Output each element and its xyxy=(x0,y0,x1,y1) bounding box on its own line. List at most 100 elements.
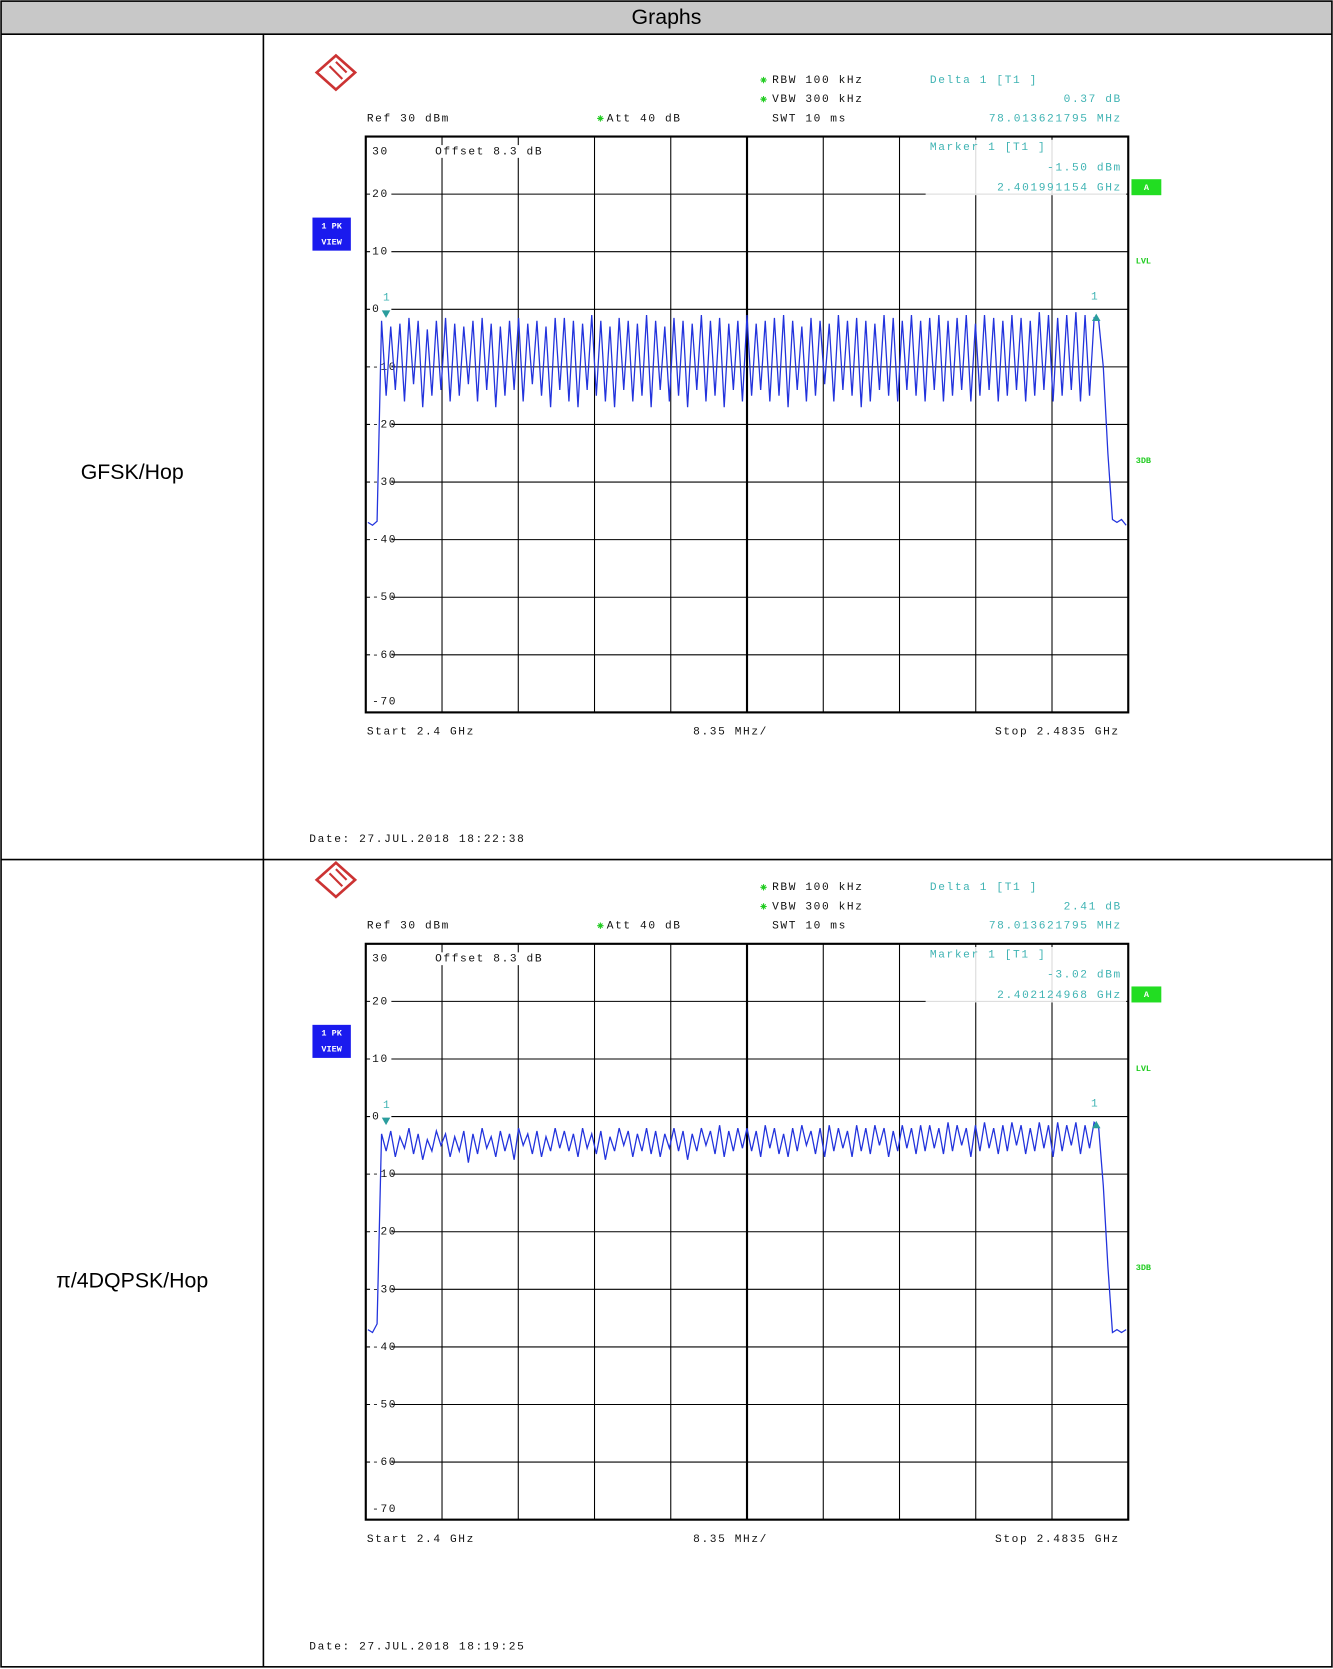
star xyxy=(760,96,767,103)
tick-label-bg xyxy=(370,1455,392,1469)
tick-label-bg xyxy=(370,475,392,489)
rbw: RBW 100 kHz xyxy=(772,882,863,894)
y-tick-label: -60 xyxy=(372,1457,397,1469)
span: 8.35 MHz/ xyxy=(693,727,768,739)
offset: Offset 8.3 dB xyxy=(435,146,543,158)
y-tick-label: -30 xyxy=(372,1284,397,1296)
rbw: RBW 100 kHz xyxy=(772,75,863,87)
y-tick-label: 20 xyxy=(372,996,389,1008)
logo-inner xyxy=(328,868,348,887)
tick-label-bg xyxy=(370,418,392,431)
star xyxy=(597,922,604,929)
offset: Offset 8.3 dB xyxy=(435,954,543,966)
tick-label-bg xyxy=(370,952,390,966)
tick-label-bg xyxy=(370,245,392,259)
flag: 3DB xyxy=(1136,1263,1151,1273)
start: Start 2.4 GHz xyxy=(367,727,475,739)
marker-number: 1 xyxy=(1091,1099,1099,1111)
y-tick-label: -10 xyxy=(372,1169,397,1181)
badge-line: VIEW xyxy=(321,1045,342,1055)
y-tick-label: 20 xyxy=(372,189,389,201)
tick-label-bg xyxy=(370,1340,392,1354)
y-tick-label: -20 xyxy=(372,1227,397,1239)
marker-number: 1 xyxy=(1091,291,1099,303)
att: Att 40 dB xyxy=(607,921,682,933)
flag: 3DB xyxy=(1136,456,1151,466)
logo-inner xyxy=(328,61,348,80)
marker-bg xyxy=(925,139,1127,196)
ref: Ref 30 dBm xyxy=(367,921,450,933)
header-bg xyxy=(1,1,1332,35)
analyzer-screenshot: RBW 100 kHz VBW 300 kHz Ref 30 dBm Att 40 d… xyxy=(309,860,1162,1654)
delta-freq: 78.013621795 MHz xyxy=(989,921,1122,933)
flag-bg xyxy=(1131,179,1162,196)
delta-title: Delta 1 [T1 ] xyxy=(930,75,1038,87)
y-tick-label: -50 xyxy=(372,592,397,604)
flag-bg xyxy=(1131,986,1162,1003)
y-tick-label: -20 xyxy=(372,419,397,431)
y-tick-label: -40 xyxy=(372,535,397,547)
star xyxy=(597,115,604,122)
att: Att 40 dB xyxy=(607,113,682,125)
vbw: VBW 300 kHz xyxy=(772,901,863,913)
date: Date: 27.JUL.2018 18:22:38 xyxy=(309,834,525,846)
flag: LVL xyxy=(1136,257,1151,267)
span: 8.35 MHz/ xyxy=(693,1534,768,1546)
delta-freq: 78.013621795 MHz xyxy=(989,113,1122,125)
y-tick-label: -60 xyxy=(372,650,397,662)
marker-level: -1.50 dBm xyxy=(1047,162,1122,174)
offset-bg xyxy=(432,145,561,158)
badge-bg xyxy=(312,217,351,251)
marker-triangle xyxy=(381,310,391,318)
date: Date: 27.JUL.2018 18:19:25 xyxy=(309,1642,525,1654)
flag: A xyxy=(1144,183,1150,193)
tick-label-bg xyxy=(370,695,392,709)
delta-title: Delta 1 [T1 ] xyxy=(930,882,1038,894)
tick-label-bg xyxy=(370,533,392,547)
marker-freq: 2.401991154 GHz xyxy=(997,183,1122,195)
tick-label-bg xyxy=(370,994,392,1008)
star xyxy=(760,76,767,84)
marker-title: Marker 1 [T1 ] xyxy=(930,142,1046,154)
y-tick-label: 10 xyxy=(372,247,389,259)
delta-value: 0.37 dB xyxy=(1064,94,1122,106)
badge-bg xyxy=(312,1024,351,1058)
marker-number: 1 xyxy=(383,1100,391,1112)
trace xyxy=(367,312,1127,527)
y-tick-label: -50 xyxy=(372,1399,397,1411)
tick-label-bg xyxy=(370,1398,392,1411)
star xyxy=(760,884,767,891)
analyzer-screenshot: RBW 100 kHz VBW 300 kHz Ref 30 dBm Att 40 d… xyxy=(309,53,1162,846)
y-tick-label: -70 xyxy=(372,697,397,709)
badge-line: 1 PK xyxy=(321,221,342,231)
tick-label-bg xyxy=(370,1225,392,1239)
row-label: GFSK/Hop xyxy=(81,460,184,484)
tick-label-bg xyxy=(370,1282,392,1296)
y-tick-label: -40 xyxy=(372,1342,397,1354)
marker-triangle xyxy=(1091,1120,1101,1129)
flag: A xyxy=(1144,990,1150,1000)
trace xyxy=(367,1120,1127,1334)
badge-line: VIEW xyxy=(321,237,342,247)
y-tick-label: 0 xyxy=(372,304,380,316)
y-tick-label: 30 xyxy=(372,954,389,966)
marker-triangle xyxy=(1091,313,1101,322)
marker-freq: 2.402124968 GHz xyxy=(997,990,1122,1002)
stop: Stop 2.4835 GHz xyxy=(995,1534,1120,1546)
tick-label-bg xyxy=(370,1052,392,1066)
swt: SWT 10 ms xyxy=(772,921,847,933)
swt: SWT 10 ms xyxy=(772,113,847,125)
y-tick-label: 10 xyxy=(372,1054,389,1066)
tick-label-bg xyxy=(370,1502,392,1516)
tick-label-bg xyxy=(370,590,392,604)
marker-level: -3.02 dBm xyxy=(1047,970,1122,982)
y-tick-label: 30 xyxy=(372,146,389,158)
delta-value: 2.41 dB xyxy=(1064,901,1122,913)
row-label: π/4DQPSK/Hop xyxy=(56,1268,208,1292)
y-tick-label: -30 xyxy=(372,477,397,489)
star xyxy=(760,903,767,910)
y-tick-label: 0 xyxy=(372,1112,380,1124)
ref: Ref 30 dBm xyxy=(367,113,450,125)
tick-label-bg xyxy=(370,648,392,662)
